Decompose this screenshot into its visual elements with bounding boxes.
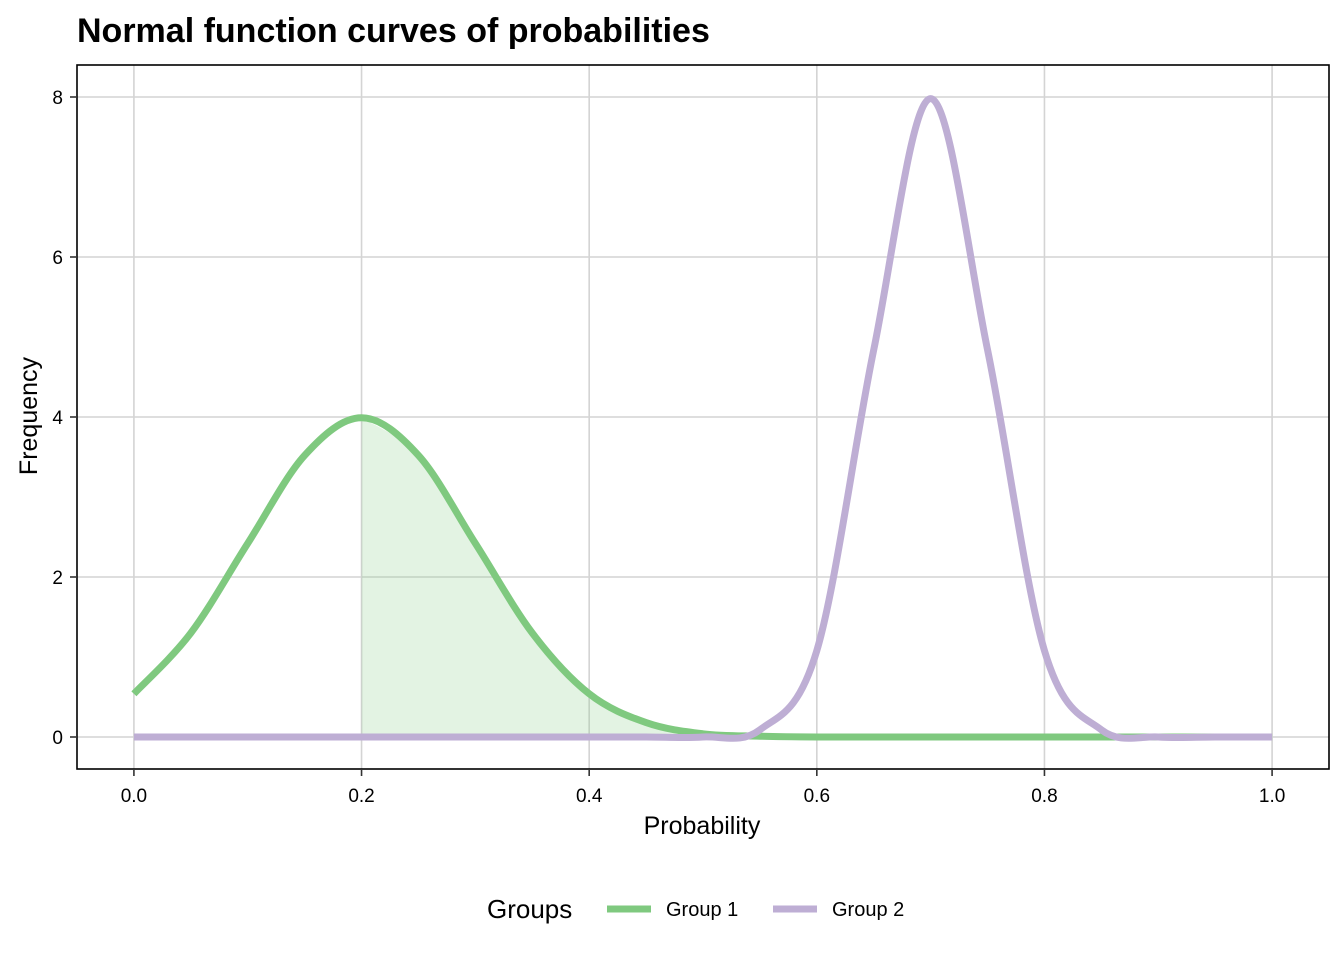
chart-title: Normal function curves of probabilities xyxy=(77,12,710,50)
x-tick-label: 0.2 xyxy=(348,786,374,807)
legend-label: Group 2 xyxy=(832,899,904,921)
x-tick-label: 0.8 xyxy=(1031,786,1057,807)
grid-layer xyxy=(77,65,1329,769)
legend-label: Group 1 xyxy=(666,899,738,921)
y-tick-label: 8 xyxy=(52,88,63,109)
y-tick-label: 6 xyxy=(52,248,63,269)
y-axis-title: Frequency xyxy=(15,356,43,475)
y-tick-label: 0 xyxy=(52,728,63,749)
series-line xyxy=(131,414,1273,741)
x-tick-label: 1.0 xyxy=(1259,786,1285,807)
y-tick-label: 4 xyxy=(52,408,63,429)
series-line xyxy=(133,95,1273,742)
series-layer xyxy=(131,95,1273,742)
x-axis-title: Probability xyxy=(644,812,761,840)
legend: Groups Group 1 Group 2 xyxy=(487,894,904,924)
x-tick-label: 0.4 xyxy=(576,786,603,807)
axis-layer: 0.0 0.2 0.4 0.6 0.8 1.0 0 2 4 6 8 xyxy=(52,88,1285,807)
x-tick-label: 0.0 xyxy=(121,786,147,807)
y-tick-label: 2 xyxy=(52,568,63,589)
legend-title: Groups xyxy=(487,894,572,924)
x-tick-label: 0.6 xyxy=(804,786,830,807)
